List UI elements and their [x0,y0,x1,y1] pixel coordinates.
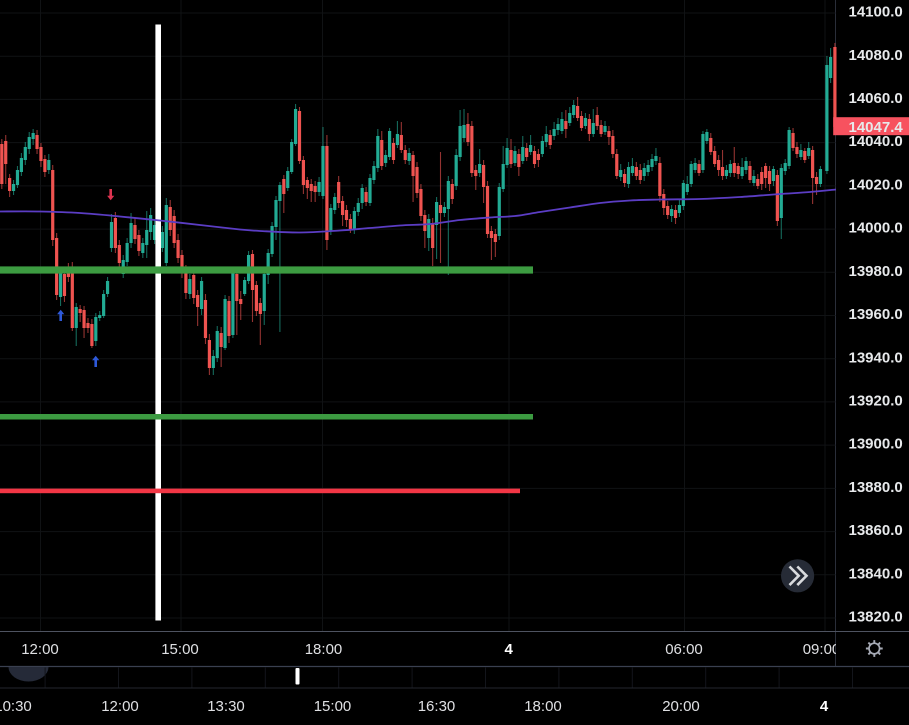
svg-text:13960.0: 13960.0 [849,306,903,323]
svg-text:14020.0: 14020.0 [849,177,903,194]
svg-text:13880.0: 13880.0 [849,479,903,496]
svg-text:13:30: 13:30 [207,698,245,715]
svg-text:15:00: 15:00 [314,698,352,715]
svg-text:4: 4 [820,698,829,715]
svg-text:13920.0: 13920.0 [849,393,903,410]
svg-text:14080.0: 14080.0 [849,47,903,64]
svg-text:20:00: 20:00 [662,698,700,715]
svg-text:13940.0: 13940.0 [849,349,903,366]
svg-text:13860.0: 13860.0 [849,522,903,539]
svg-text:15:00: 15:00 [161,641,199,658]
svg-text:18:00: 18:00 [524,698,562,715]
svg-text:13820.0: 13820.0 [849,609,903,626]
svg-text:16:30: 16:30 [418,698,456,715]
svg-text:06:00: 06:00 [665,641,703,658]
svg-text:13900.0: 13900.0 [849,436,903,453]
svg-text:14000.0: 14000.0 [849,220,903,237]
svg-text:14060.0: 14060.0 [849,90,903,107]
svg-text:12:00: 12:00 [21,641,59,658]
svg-text:14100.0: 14100.0 [849,4,903,21]
svg-text:18:00: 18:00 [305,641,343,658]
svg-text:09:00: 09:00 [803,641,841,658]
svg-text:14047.4: 14047.4 [849,119,904,136]
svg-text:12:00: 12:00 [101,698,139,715]
svg-text:10:30: 10:30 [0,698,32,715]
svg-text:4: 4 [505,641,514,658]
svg-text:13980.0: 13980.0 [849,263,903,280]
svg-text:13840.0: 13840.0 [849,565,903,582]
svg-text:14040.0: 14040.0 [849,133,903,150]
